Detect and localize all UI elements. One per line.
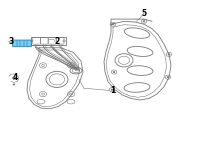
Circle shape [111,89,113,90]
Text: 5: 5 [141,9,147,18]
Text: 1: 1 [110,86,116,95]
Circle shape [168,54,170,55]
Circle shape [167,76,169,78]
Circle shape [13,84,15,85]
Circle shape [113,71,115,73]
Text: 4: 4 [12,73,18,82]
Text: 3: 3 [8,37,14,46]
Circle shape [112,24,114,25]
Circle shape [143,21,145,22]
FancyBboxPatch shape [13,40,31,47]
Text: 2: 2 [54,37,60,46]
